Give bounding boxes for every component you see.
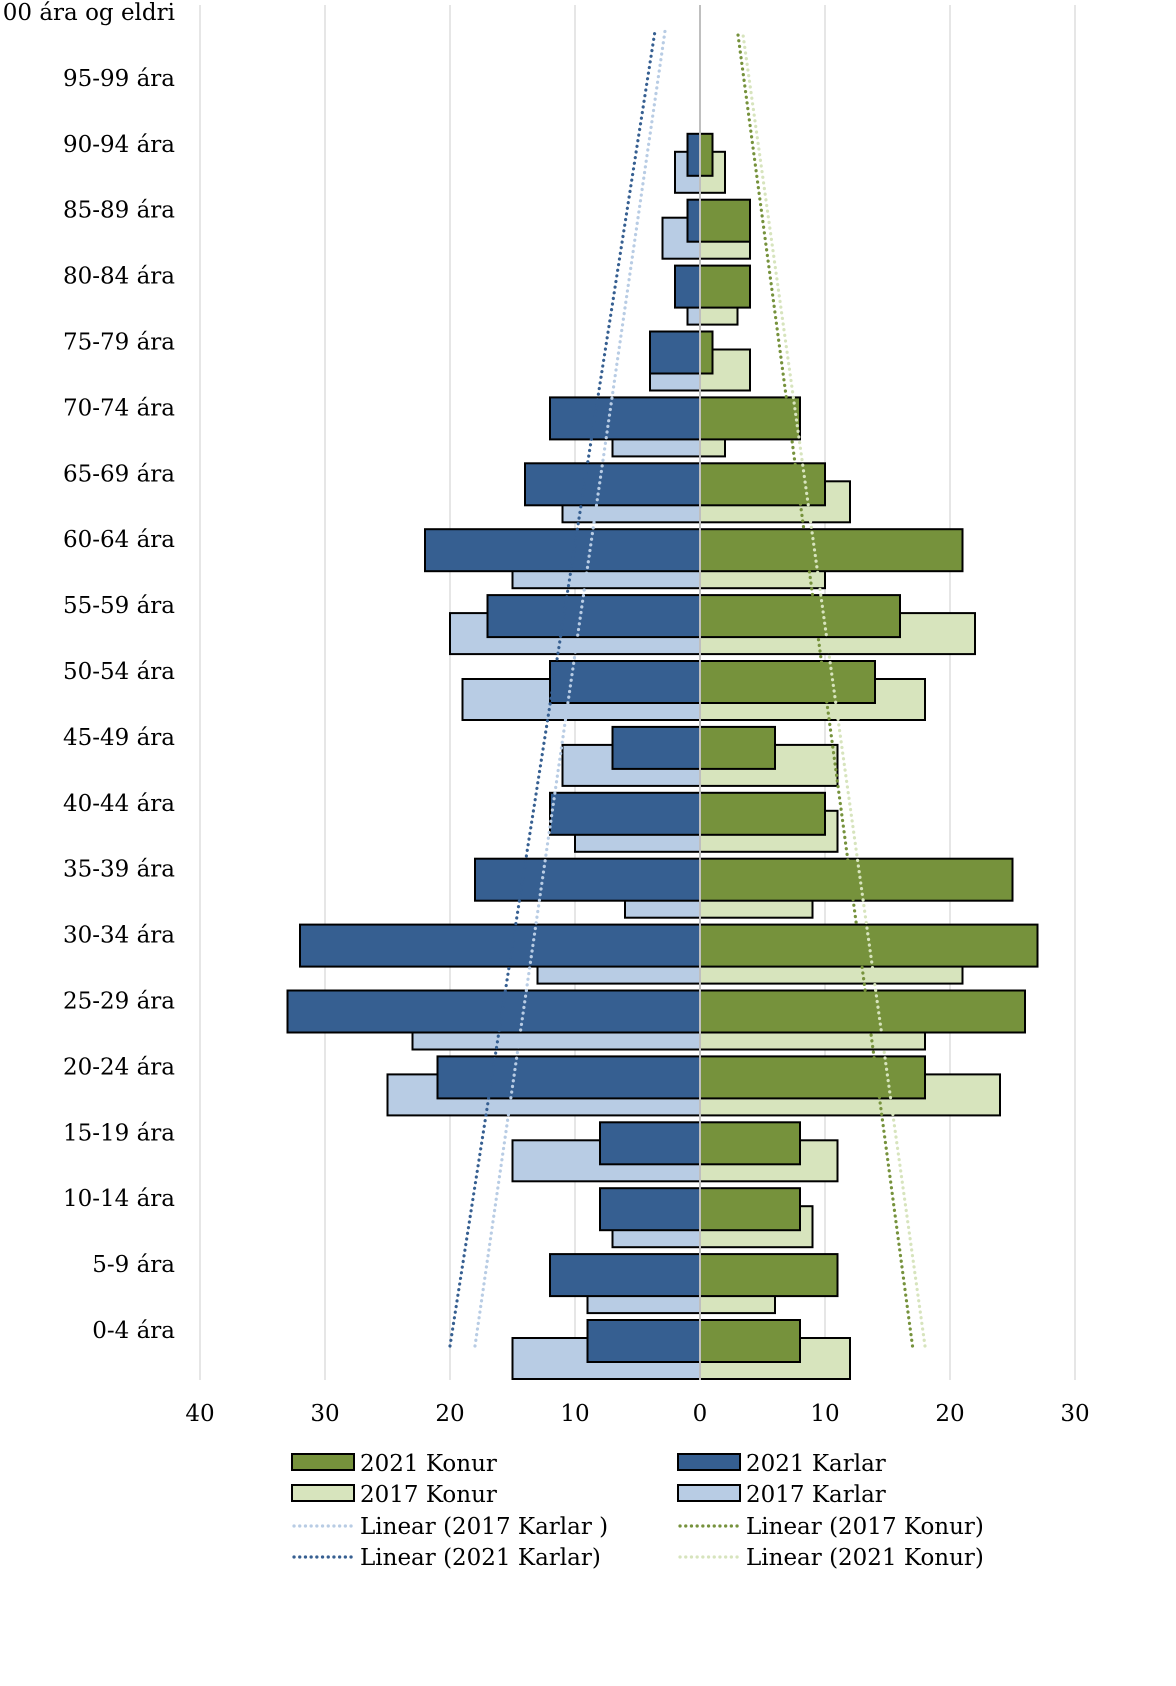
bar-2021-konur (699, 132, 714, 177)
bar-2021-konur (699, 989, 1026, 1034)
bar-2021-karlar (549, 1253, 701, 1298)
legend-label: Linear (2021 Konur) (746, 1545, 984, 1571)
legend-label: 2021 Karlar (746, 1451, 886, 1477)
bar-2021-konur (699, 528, 964, 573)
x-tick-label: 0 (693, 1401, 708, 1427)
trendline-linear-2021-konur (740, 29, 927, 1348)
y-tick-label: 55-59 ára (63, 593, 175, 619)
y-tick-label: 95-99 ára (63, 66, 175, 92)
y-tick-label: 40-44 ára (63, 791, 175, 817)
x-axis-labels: 40 30 20 10 0 10 20 30 (185, 1401, 1089, 1427)
x-tick-label: 40 (185, 1401, 214, 1427)
bar-2021-karlar (424, 528, 701, 573)
y-tick-label: 15-19 ára (63, 1120, 175, 1146)
y-tick-label: 50-54 ára (63, 659, 175, 685)
bar-2021-karlar (611, 725, 701, 770)
x-tick-label: 30 (1060, 1401, 1089, 1427)
trendline-linear-2021-karlar (448, 29, 657, 1348)
bar-2021-konur (699, 396, 801, 441)
y-axis-labels: 0-4 ára 5-9 ára 10-14 ára 15-19 ára 20-24 ár… (0, 0, 175, 1344)
bar-2021-konur (699, 1187, 801, 1232)
bar-2021-karlar (549, 791, 701, 836)
legend-swatch (677, 1484, 741, 1502)
y-tick-label: 20-24 ára (63, 1054, 175, 1080)
legend-label: 2017 Konur (360, 1482, 497, 1508)
x-tick-label: 20 (435, 1401, 464, 1427)
bar-2021-konur (699, 1253, 839, 1298)
legend-swatch (291, 1484, 355, 1502)
trendline-linear-2017-karlar (473, 29, 667, 1348)
bar-2021-konur (699, 198, 751, 243)
bar-2021-konur (699, 264, 751, 309)
legend-label: Linear (2017 Konur) (746, 1514, 984, 1540)
y-tick-label: 75-79 ára (63, 330, 175, 356)
y-tick-label: 60-64 ára (63, 527, 175, 553)
y-tick-label: 0-4 ára (92, 1318, 175, 1344)
bar-2021-karlar (549, 396, 701, 441)
y-tick-label: 10-14 ára (63, 1186, 175, 1212)
legend-label: Linear (2017 Karlar ) (360, 1514, 608, 1540)
trendlines (448, 29, 927, 1348)
bar-2021-karlar (486, 594, 701, 639)
bar-2021-karlar (436, 1055, 701, 1100)
x-tick-label: 10 (810, 1401, 839, 1427)
bar-2021-konur (699, 725, 776, 770)
x-tick-label: 30 (310, 1401, 339, 1427)
bar-2021-karlar (599, 1121, 701, 1166)
legend: 2021 Konur 2021 Karlar 2017 Konur 2017 Karl… (291, 1451, 984, 1571)
y-tick-label: 5-9 ára (92, 1252, 175, 1278)
bar-2021-karlar (286, 989, 701, 1034)
bar-2021-konur (699, 1055, 926, 1100)
legend-label: 2017 Karlar (746, 1482, 886, 1508)
bar-2021-karlar (299, 923, 701, 968)
legend-label: Linear (2021 Karlar) (360, 1545, 601, 1571)
bar-2021-konur (699, 857, 1014, 902)
trendline-linear-2017-konur (735, 29, 915, 1348)
legend-swatch (677, 1453, 741, 1471)
legend-swatch (291, 1453, 355, 1471)
bar-2021-konur (699, 1319, 801, 1363)
x-tick-label: 20 (935, 1401, 964, 1427)
y-tick-label: 30-34 ára (63, 923, 175, 949)
legend-label: 2021 Konur (360, 1451, 497, 1477)
bar-2021-karlar (549, 660, 701, 704)
x-tick-label: 10 (560, 1401, 589, 1427)
y-tick-label: 100 ára og eldri (0, 0, 175, 26)
bar-2021-konur (699, 330, 714, 375)
y-tick-label: 65-69 ára (63, 461, 175, 487)
bar-2021-karlar (586, 1319, 701, 1363)
y-tick-label: 25-29 ára (63, 989, 175, 1015)
y-tick-label: 70-74 ára (63, 395, 175, 421)
bar-2021-karlar (649, 330, 701, 375)
y-tick-label: 90-94 ára (63, 132, 175, 158)
y-tick-label: 35-39 ára (63, 857, 175, 883)
bar-2021-karlar (674, 264, 701, 309)
bar-2021-karlar (474, 857, 701, 902)
bar-2021-konur (699, 791, 826, 836)
bar-2021-karlar (686, 132, 701, 177)
bar-2021-konur (699, 1121, 801, 1166)
bar-2021-karlar (599, 1187, 701, 1232)
bar-2021-karlar (686, 198, 701, 243)
bar-2021-konur (699, 594, 901, 639)
y-tick-label: 85-89 ára (63, 198, 175, 224)
y-tick-label: 45-49 ára (63, 725, 175, 751)
bar-2021-karlar (524, 462, 701, 507)
bar-2021-konur (699, 660, 876, 704)
y-tick-label: 80-84 ára (63, 264, 175, 290)
